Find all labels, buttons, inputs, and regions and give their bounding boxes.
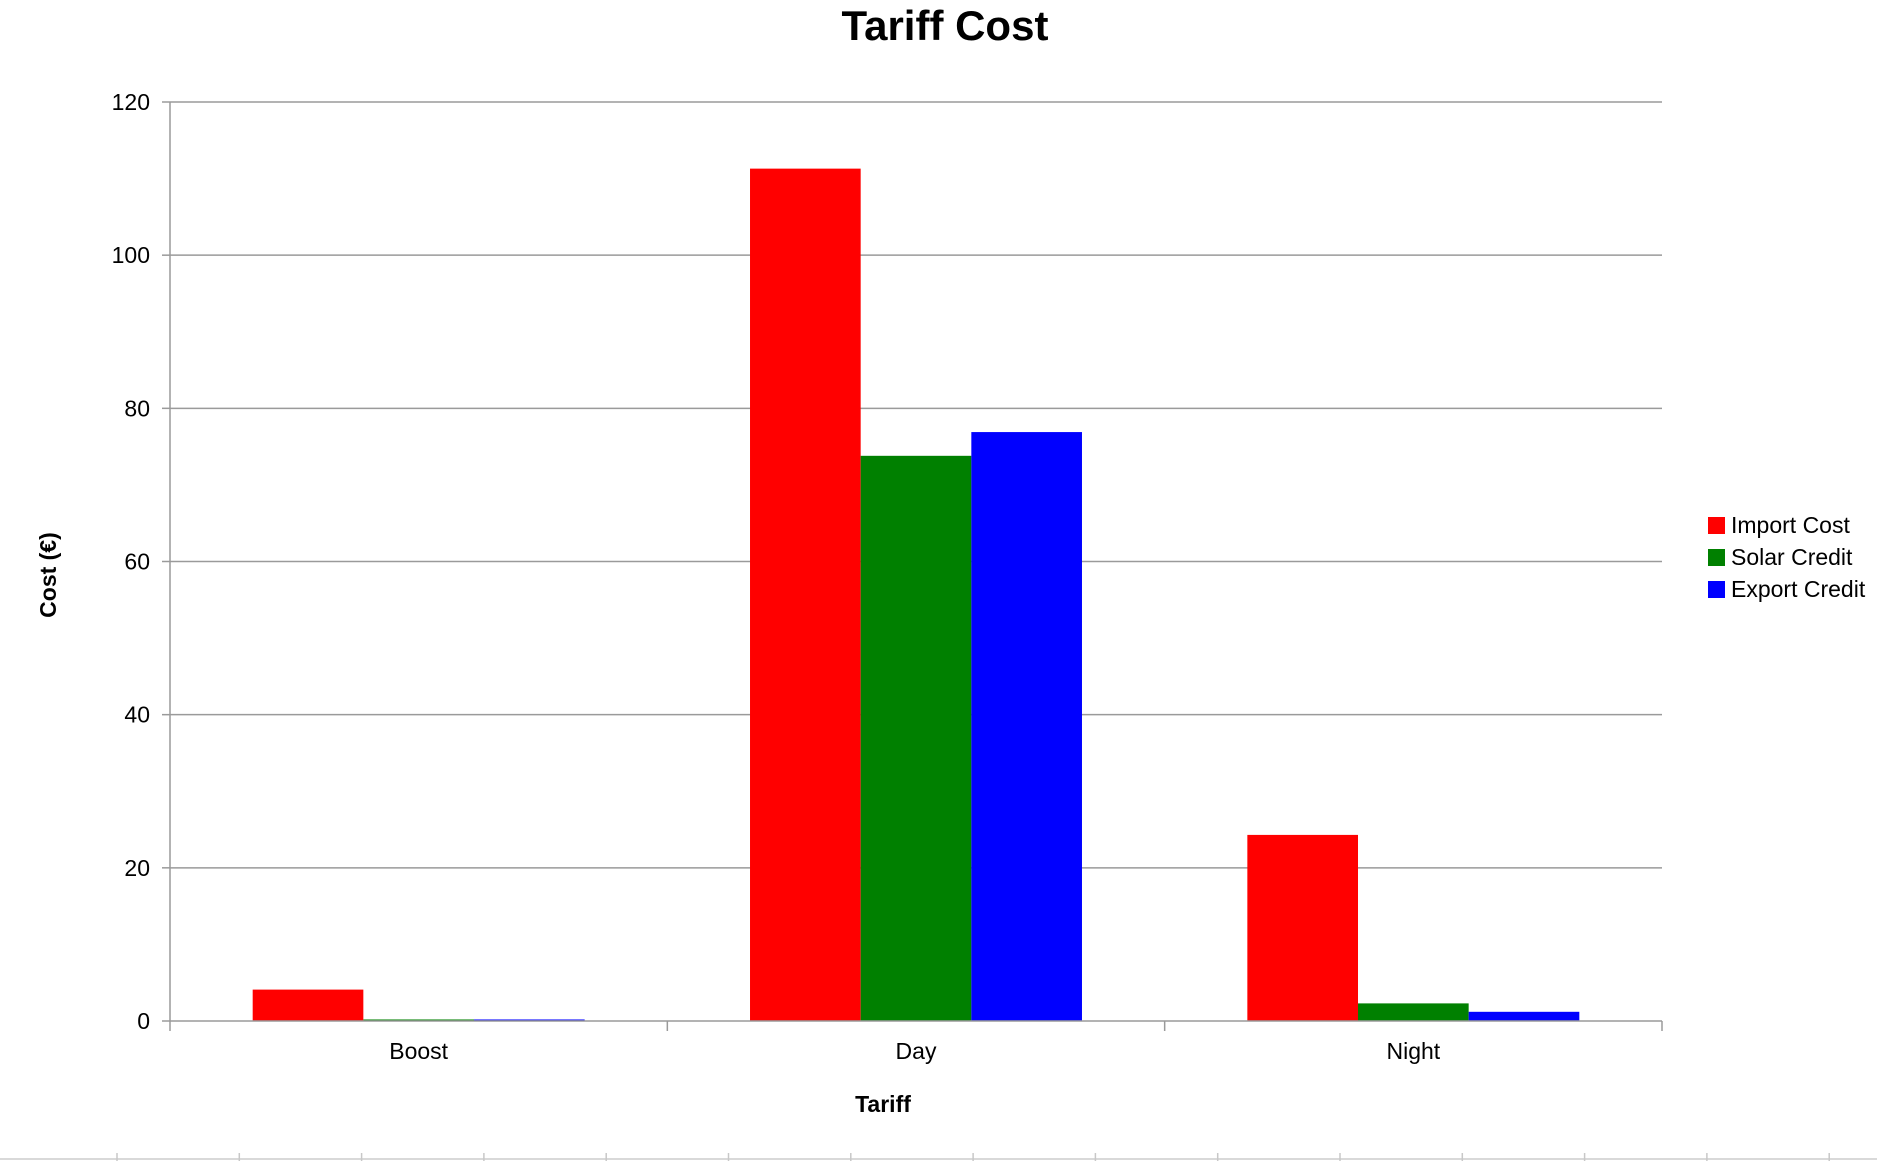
y-tick-label: 40 — [124, 702, 150, 728]
bars — [252, 168, 1580, 1021]
bar-export-credit-boost — [473, 1019, 585, 1021]
chart-title: Tariff Cost — [842, 2, 1049, 49]
x-tick-labels: Boost Day Night — [389, 1038, 1441, 1064]
bottom-ruler-strip — [0, 1153, 1877, 1161]
bar-solar-credit-boost — [363, 1019, 474, 1021]
legend-swatch — [1708, 549, 1725, 566]
y-tick-label: 100 — [112, 242, 150, 268]
x-tick-label: Day — [896, 1038, 937, 1064]
bar-solar-credit-day — [860, 455, 972, 1021]
y-tick-label: 120 — [112, 89, 150, 115]
y-tick-label: 0 — [137, 1008, 150, 1034]
legend-swatch — [1708, 581, 1725, 598]
bar-solar-credit-night — [1358, 1003, 1469, 1021]
legend-label: Import Cost — [1731, 512, 1850, 538]
x-tick-label: Boost — [389, 1038, 448, 1064]
legend-label: Solar Credit — [1731, 544, 1853, 570]
legend-label: Export Credit — [1731, 576, 1866, 602]
bar-export-credit-day — [971, 432, 1082, 1021]
bar-import-cost-boost — [252, 989, 364, 1021]
y-tick-label: 20 — [124, 855, 150, 881]
bar-import-cost-night — [1247, 834, 1359, 1021]
bar-export-credit-night — [1468, 1011, 1580, 1021]
y-tick-label: 80 — [124, 395, 150, 421]
y-axis-title: Cost (€) — [35, 532, 61, 618]
axes — [162, 101, 1663, 1031]
legend: Import Cost Solar Credit Export Credit — [1708, 512, 1866, 602]
y-tick-label: 60 — [124, 549, 150, 575]
legend-swatch — [1708, 517, 1725, 534]
bar-import-cost-day — [750, 168, 861, 1021]
y-tick-labels: 0 20 40 60 80 100 120 — [112, 89, 150, 1034]
x-tick-label: Night — [1386, 1038, 1440, 1064]
x-axis-title: Tariff — [855, 1091, 911, 1117]
